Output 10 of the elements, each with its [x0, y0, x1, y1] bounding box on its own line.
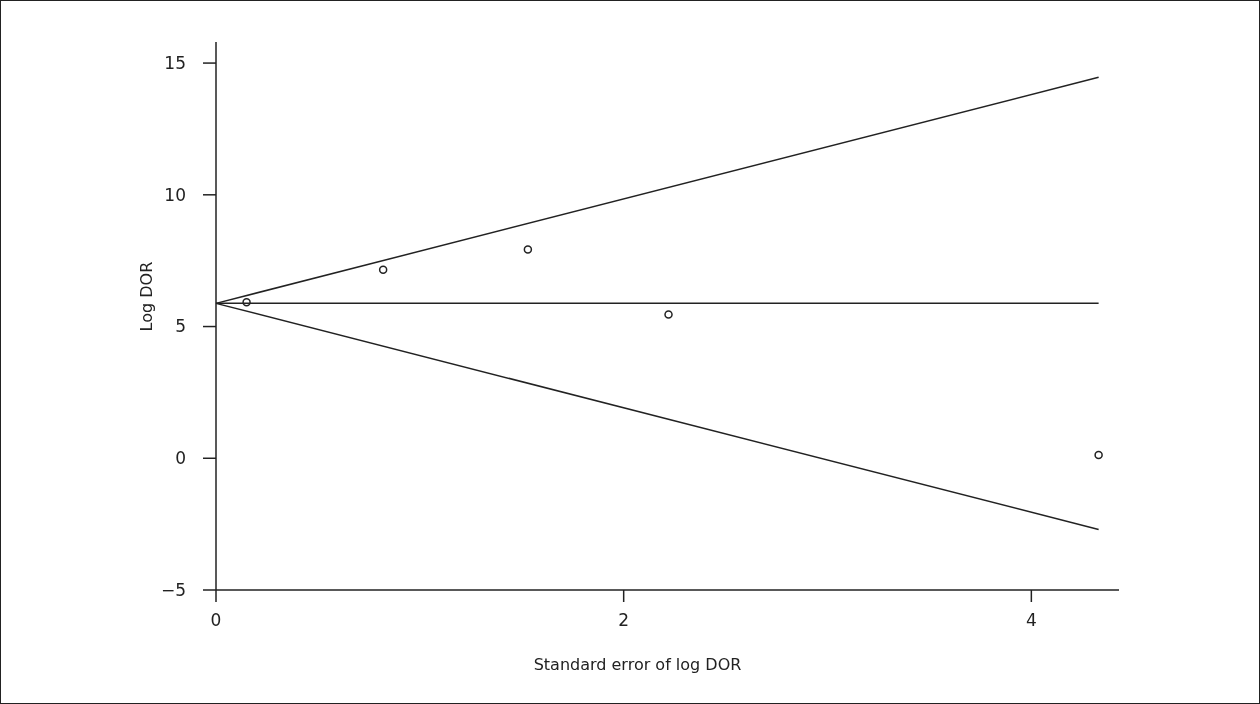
y-tick-label: 15: [164, 53, 186, 74]
y-tick-label: −5: [160, 579, 186, 600]
y-tick-label: 10: [164, 184, 186, 205]
y-tick-label: 5: [175, 316, 186, 337]
x-tick-label: 2: [618, 610, 630, 630]
x-tick-label: 4: [1025, 610, 1037, 630]
x-tick-label: 0: [210, 610, 222, 630]
y-axis-title: Log DOR: [137, 261, 156, 332]
y-tick-label: 0: [175, 448, 186, 469]
x-axis-title: Standard error of log DOR: [533, 655, 742, 674]
